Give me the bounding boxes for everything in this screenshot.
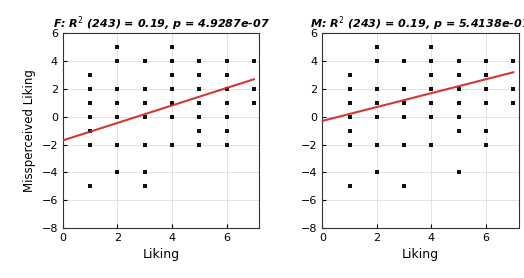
Point	[400, 115, 408, 119]
Point	[86, 101, 94, 105]
Point	[482, 101, 490, 105]
Point	[140, 115, 149, 119]
Point	[427, 73, 435, 77]
Point	[195, 59, 203, 63]
Point	[427, 101, 435, 105]
Point	[195, 115, 203, 119]
Point	[168, 142, 176, 147]
Point	[168, 73, 176, 77]
Point	[250, 101, 258, 105]
Point	[113, 115, 122, 119]
Point	[195, 142, 203, 147]
Point	[454, 101, 463, 105]
Point	[373, 59, 381, 63]
Point	[400, 101, 408, 105]
Point	[113, 170, 122, 175]
Point	[373, 45, 381, 49]
Point	[113, 142, 122, 147]
Point	[373, 142, 381, 147]
Point	[400, 142, 408, 147]
Point	[482, 87, 490, 91]
Point	[345, 73, 354, 77]
Point	[482, 59, 490, 63]
Point	[113, 45, 122, 49]
Point	[168, 115, 176, 119]
Point	[113, 87, 122, 91]
Point	[250, 87, 258, 91]
Point	[427, 59, 435, 63]
Point	[222, 142, 231, 147]
Point	[195, 101, 203, 105]
Point	[195, 87, 203, 91]
Point	[454, 170, 463, 175]
Point	[454, 87, 463, 91]
Point	[427, 115, 435, 119]
Point	[140, 170, 149, 175]
Point	[400, 87, 408, 91]
Point	[140, 59, 149, 63]
Point	[140, 184, 149, 188]
X-axis label: Liking: Liking	[143, 248, 180, 261]
Point	[373, 101, 381, 105]
Point	[250, 59, 258, 63]
Point	[140, 101, 149, 105]
Point	[454, 59, 463, 63]
Point	[140, 142, 149, 147]
Point	[427, 142, 435, 147]
Point	[195, 73, 203, 77]
Point	[86, 184, 94, 188]
Point	[454, 73, 463, 77]
Point	[168, 45, 176, 49]
Point	[345, 128, 354, 133]
Point	[509, 101, 518, 105]
Point	[113, 59, 122, 63]
Point	[345, 184, 354, 188]
Point	[86, 142, 94, 147]
Point	[482, 101, 490, 105]
Point	[345, 142, 354, 147]
Point	[345, 101, 354, 105]
Point	[373, 115, 381, 119]
Point	[222, 101, 231, 105]
Point	[482, 73, 490, 77]
Point	[482, 142, 490, 147]
Point	[168, 101, 176, 105]
Point	[345, 87, 354, 91]
Point	[454, 128, 463, 133]
Point	[222, 87, 231, 91]
Point	[400, 101, 408, 105]
Point	[222, 59, 231, 63]
Point	[454, 115, 463, 119]
Point	[222, 115, 231, 119]
Point	[509, 87, 518, 91]
Point	[222, 73, 231, 77]
Point	[427, 45, 435, 49]
Point	[86, 128, 94, 133]
Point	[482, 128, 490, 133]
Point	[373, 87, 381, 91]
Point	[427, 87, 435, 91]
Point	[86, 115, 94, 119]
Point	[345, 115, 354, 119]
Point	[400, 59, 408, 63]
Point	[86, 87, 94, 91]
Point	[222, 128, 231, 133]
Point	[140, 87, 149, 91]
Point	[168, 87, 176, 91]
Point	[195, 128, 203, 133]
Point	[168, 59, 176, 63]
Point	[509, 59, 518, 63]
Y-axis label: Missperceived Liking: Missperceived Liking	[23, 69, 36, 192]
Point	[86, 73, 94, 77]
Title: M: R$^2$ (243) = 0.19, p = 5.4138e-07: M: R$^2$ (243) = 0.19, p = 5.4138e-07	[310, 15, 524, 33]
Title: F: R$^2$ (243) = 0.19, p = 4.9287e-07: F: R$^2$ (243) = 0.19, p = 4.9287e-07	[52, 15, 270, 33]
Point	[400, 184, 408, 188]
X-axis label: Liking: Liking	[402, 248, 439, 261]
Point	[373, 170, 381, 175]
Point	[113, 101, 122, 105]
